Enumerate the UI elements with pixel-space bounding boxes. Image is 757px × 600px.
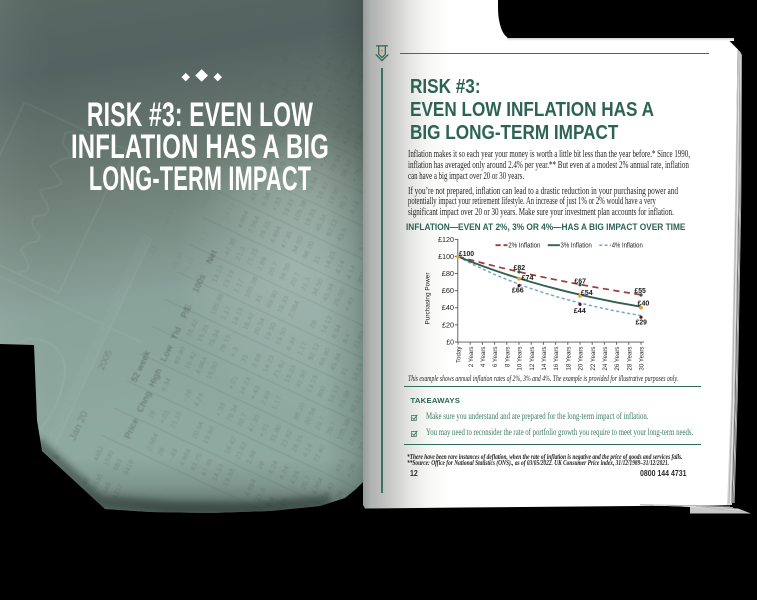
svg-text:£82: £82 <box>514 263 526 272</box>
svg-text:£0: £0 <box>446 339 454 346</box>
svg-text:4 Years: 4 Years <box>480 347 487 368</box>
svg-text:2% Inflation: 2% Inflation <box>508 243 540 250</box>
svg-text:£54: £54 <box>581 288 594 297</box>
svg-text:22 Years: 22 Years <box>590 347 597 371</box>
svg-text:£60: £60 <box>442 288 454 295</box>
svg-text:£67: £67 <box>574 276 586 285</box>
svg-text:20 Years: 20 Years <box>578 347 585 371</box>
svg-text:18 Years: 18 Years <box>565 347 572 371</box>
svg-text:£66: £66 <box>512 285 524 294</box>
svg-text:723: 723 <box>89 504 102 515</box>
svg-text:£40: £40 <box>442 305 454 312</box>
svg-text:2437: 2437 <box>69 491 84 509</box>
svg-text:10 Years: 10 Years <box>517 347 524 371</box>
svg-text:Purchasing Power: Purchasing Power <box>425 272 432 325</box>
svg-text:£120: £120 <box>438 237 454 244</box>
svg-text:14 Years: 14 Years <box>541 347 548 371</box>
svg-text:4% Inflation: 4% Inflation <box>612 243 643 250</box>
svg-text:£29: £29 <box>636 318 647 327</box>
svg-text:769: 769 <box>99 509 112 515</box>
svg-text:12 Years: 12 Years <box>529 347 536 371</box>
svg-text:Today: Today <box>456 346 463 363</box>
svg-text:£100: £100 <box>438 254 454 261</box>
svg-text:3% Inflation: 3% Inflation <box>561 243 592 250</box>
svg-text:£100: £100 <box>459 249 474 258</box>
svg-text:2 Years: 2 Years <box>468 347 475 368</box>
svg-text:£40: £40 <box>638 299 650 308</box>
svg-text:8 Years: 8 Years <box>504 347 511 368</box>
svg-text:£80: £80 <box>442 271 454 278</box>
svg-text:26 Years: 26 Years <box>614 347 621 371</box>
svg-text:6 Years: 6 Years <box>492 347 499 368</box>
svg-text:£44: £44 <box>574 306 587 315</box>
svg-text:£55: £55 <box>634 286 646 295</box>
svg-text:28 Years: 28 Years <box>626 347 633 371</box>
svg-text:£74: £74 <box>522 273 535 282</box>
svg-text:£20: £20 <box>442 322 454 329</box>
svg-text:723: 723 <box>79 500 92 515</box>
svg-text:30 Years: 30 Years <box>639 347 646 371</box>
svg-text:+.3: +.3 <box>353 503 364 515</box>
svg-text:24 Years: 24 Years <box>602 347 609 371</box>
svg-text:16 Years: 16 Years <box>553 347 560 371</box>
